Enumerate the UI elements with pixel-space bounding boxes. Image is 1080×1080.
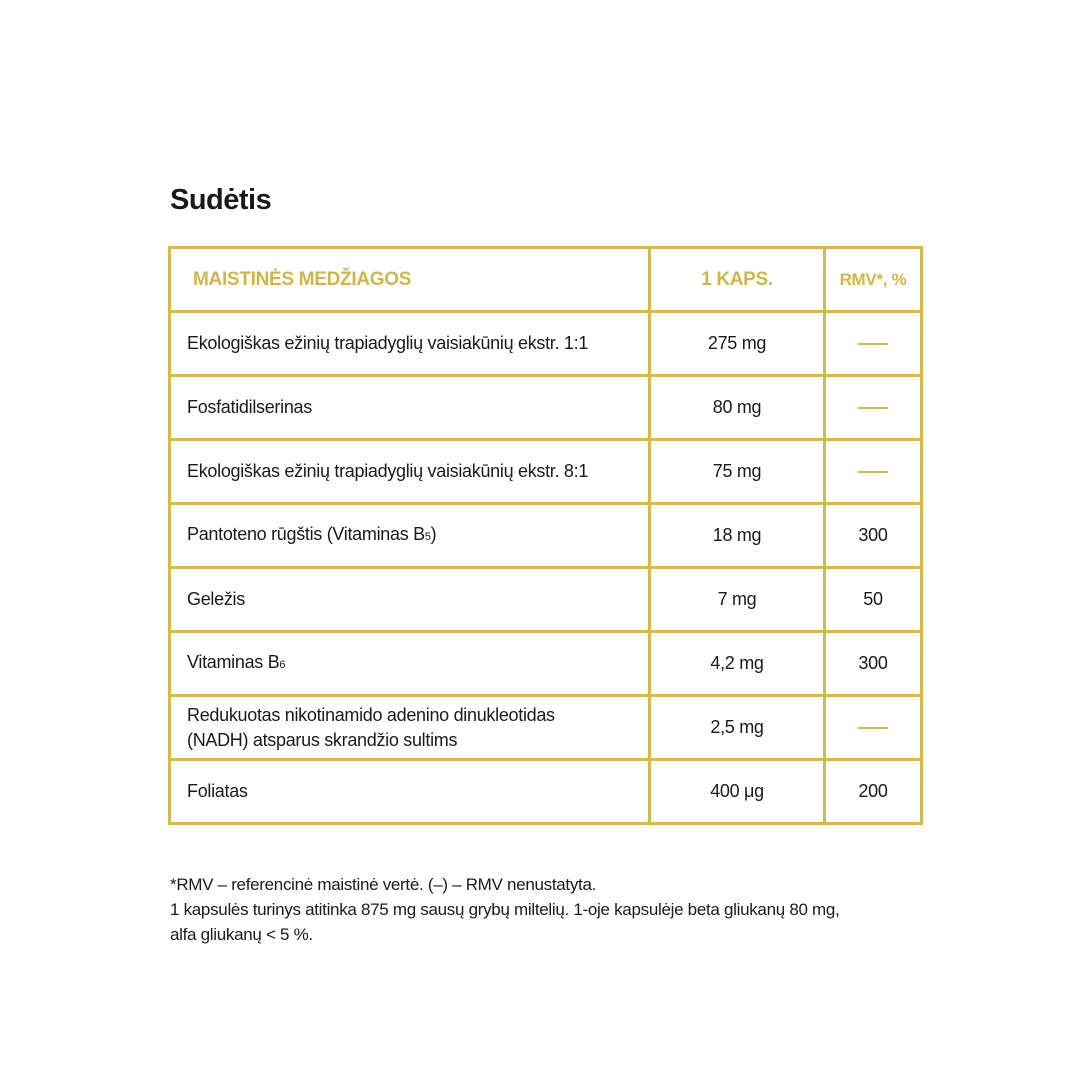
rmv-value: 200 [823, 758, 923, 825]
dash-not-set [858, 407, 888, 410]
nutrient-name: Fosfatidilserinas [168, 374, 651, 441]
nutrient-name-text: Redukuotas nikotinamido adenino dinukleo… [187, 704, 555, 725]
amount-per-capsule: 80 mg [648, 374, 826, 441]
rmv-value [823, 694, 923, 761]
nutrient-name: Vitaminas B6 [168, 630, 651, 697]
table-row: Pantoteno rūgštis (Vitaminas B5) 18 mg 300 [168, 502, 923, 569]
dash-not-set [858, 343, 888, 346]
amount-per-capsule: 18 mg [648, 502, 826, 569]
dash-not-set [858, 471, 888, 474]
nutrient-name: Ekologiškas ežinių trapiadyglių vaisiakū… [168, 438, 651, 505]
nutrient-name-text: Geležis [187, 589, 245, 609]
page-title: Sudėtis [170, 184, 272, 216]
rmv-value: 300 [823, 630, 923, 697]
rmv-value: 300 [823, 502, 923, 569]
rmv-value [823, 374, 923, 441]
table-row: Ekologiškas ežinių trapiadyglių vaisiakū… [168, 438, 923, 505]
nutrient-name-text: Ekologiškas ežinių trapiadyglių vaisiakū… [187, 333, 589, 353]
header-rmv: RMV*, % [823, 246, 923, 313]
header-per-capsule: 1 KAPS. [648, 246, 826, 313]
nutrient-name: Geležis [168, 566, 651, 633]
amount-per-capsule: 2,5 mg [648, 694, 826, 761]
subscript: 6 [279, 658, 286, 671]
footnote-capsule: 1 kapsulės turinys atitinka 875 mg sausų… [170, 900, 840, 919]
table-header-row: MAISTINĖS MEDŽIAGOS 1 KAPS. RMV*, % [168, 246, 923, 313]
amount-per-capsule: 275 mg [648, 310, 826, 377]
rmv-value: 50 [823, 566, 923, 633]
composition-table: MAISTINĖS MEDŽIAGOS 1 KAPS. RMV*, % Ekol… [168, 246, 923, 825]
nutrient-name-text: Vitaminas B [187, 651, 280, 672]
table-row: Vitaminas B6 4,2 mg 300 [168, 630, 923, 697]
amount-per-capsule: 7 mg [648, 566, 826, 633]
nutrient-name: Foliatas [168, 758, 651, 825]
table-row: Redukuotas nikotinamido adenino dinukleo… [168, 694, 923, 761]
header-nutrients: MAISTINĖS MEDŽIAGOS [168, 246, 651, 313]
amount-per-capsule: 4,2 mg [648, 630, 826, 697]
nutrient-name-line2: (NADH) atsparus skrandžio sultims [187, 729, 458, 750]
nutrient-name-text: Foliatas [187, 781, 248, 801]
rmv-value [823, 438, 923, 505]
dash-not-set [858, 727, 888, 730]
nutrient-name: Redukuotas nikotinamido adenino dinukleo… [168, 694, 651, 761]
footnote-rmv: *RMV – referencinė maistinė vertė. (–) –… [170, 875, 597, 894]
nutrient-name-text: Pantoteno rūgštis (Vitaminas B [187, 523, 425, 544]
table-row: Foliatas 400 μg 200 [168, 758, 923, 825]
nutrient-name-text: Fosfatidilserinas [187, 397, 312, 417]
name-suffix: ) [430, 523, 437, 544]
subscript: 5 [424, 530, 431, 543]
footnotes: *RMV – referencinė maistinė vertė. (–) –… [170, 872, 930, 947]
table-row: Geležis 7 mg 50 [168, 566, 923, 633]
amount-per-capsule: 75 mg [648, 438, 826, 505]
table-row: Ekologiškas ežinių trapiadyglių vaisiakū… [168, 310, 923, 377]
nutrient-name-text: Ekologiškas ežinių trapiadyglių vaisiakū… [187, 461, 589, 481]
table-row: Fosfatidilserinas 80 mg [168, 374, 923, 441]
amount-per-capsule: 400 μg [648, 758, 826, 825]
nutrient-name: Pantoteno rūgštis (Vitaminas B5) [168, 502, 651, 569]
footnote-glucans: alfa gliukanų < 5 %. [170, 925, 313, 944]
rmv-value [823, 310, 923, 377]
nutrient-name: Ekologiškas ežinių trapiadyglių vaisiakū… [168, 310, 651, 377]
